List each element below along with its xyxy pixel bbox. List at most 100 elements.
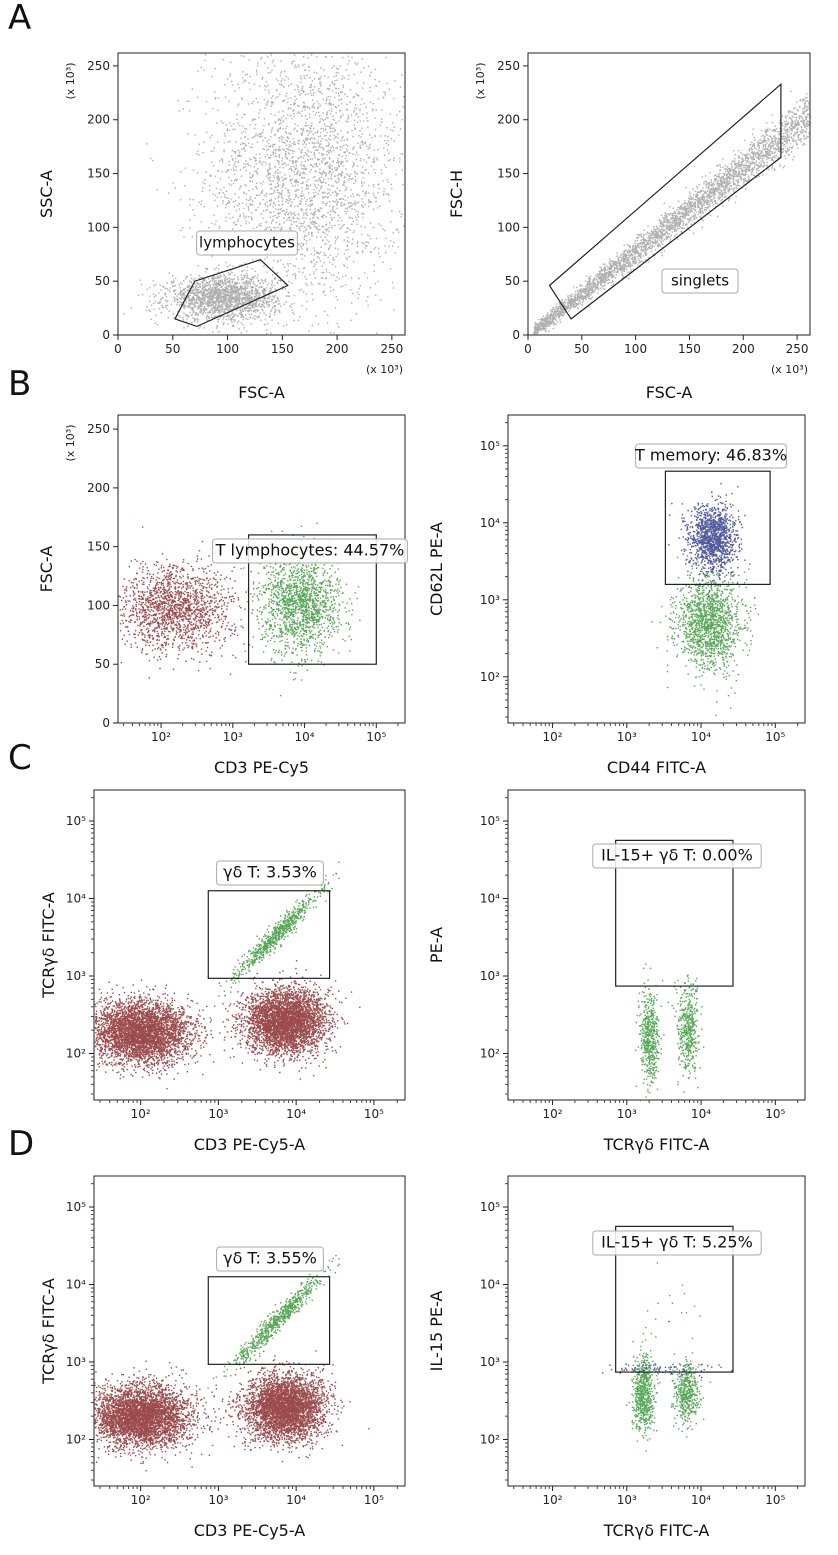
data-point [216, 297, 219, 300]
data-point [371, 108, 374, 110]
data-point [216, 205, 219, 207]
data-point [293, 143, 295, 146]
data-point [373, 158, 375, 161]
data-point [202, 303, 205, 305]
data-point [324, 294, 326, 296]
data-point [183, 306, 185, 308]
data-point [292, 156, 294, 158]
data-point [263, 305, 265, 307]
data-point [353, 164, 355, 167]
data-point [272, 144, 274, 146]
data-point [329, 214, 332, 216]
data-point [250, 302, 252, 305]
data-point [302, 157, 304, 159]
data-point [257, 101, 259, 104]
data-point [579, 284, 581, 286]
data-point [351, 223, 353, 226]
data-point [237, 288, 239, 290]
data-point [366, 234, 369, 236]
data-point [267, 100, 269, 102]
data-point [231, 285, 233, 287]
data-point [239, 310, 241, 312]
data-point [189, 198, 191, 201]
data-point [249, 75, 251, 78]
data-point [227, 303, 229, 305]
data-point [274, 143, 276, 146]
data-point [221, 301, 223, 303]
data-point [239, 282, 241, 284]
data-point [222, 301, 224, 304]
data-point [215, 280, 217, 282]
data-point [680, 230, 682, 233]
data-point [269, 300, 271, 303]
data-point [277, 299, 279, 301]
data-point [322, 98, 325, 101]
data-point [245, 131, 247, 133]
data-point [263, 287, 265, 290]
data-point [360, 147, 362, 149]
data-point [187, 314, 189, 317]
data-point [379, 256, 381, 258]
data-point [271, 103, 273, 105]
data-point [200, 290, 202, 292]
data-point [332, 289, 335, 291]
data-point [288, 153, 291, 155]
data-point [220, 298, 222, 300]
data-point [372, 103, 374, 105]
data-point [302, 223, 305, 225]
data-point [313, 212, 315, 214]
data-point [180, 229, 182, 232]
data-point [310, 84, 312, 87]
data-point [608, 282, 610, 284]
data-point [692, 188, 694, 190]
data-point [366, 154, 368, 156]
data-point [327, 96, 330, 98]
data-point [688, 218, 691, 220]
data-point [225, 290, 228, 292]
data-point [222, 284, 225, 286]
data-point [311, 324, 313, 327]
data-point [274, 97, 277, 99]
data-point [268, 179, 270, 181]
data-point [336, 168, 338, 170]
data-point [316, 142, 318, 144]
data-point [262, 129, 264, 131]
data-point [274, 187, 276, 189]
data-point [374, 117, 377, 119]
data-point [196, 299, 198, 301]
data-point [226, 308, 228, 311]
data-point [219, 282, 221, 284]
data-point [264, 288, 266, 291]
data-point [738, 161, 740, 163]
data-point [255, 209, 258, 211]
data-point [212, 301, 215, 303]
data-point [323, 135, 326, 137]
data-point [373, 149, 376, 151]
data-point [212, 298, 214, 300]
data-point [296, 84, 298, 87]
data-point [329, 128, 331, 130]
data-point [301, 161, 303, 163]
data-point [255, 290, 258, 292]
data-point [235, 223, 238, 226]
data-point [241, 298, 243, 300]
data-point [196, 294, 198, 296]
data-point [322, 215, 324, 217]
data-point [330, 225, 333, 227]
data-point [333, 134, 335, 137]
data-point [351, 208, 353, 210]
data-point [192, 303, 195, 305]
data-point [288, 144, 291, 146]
data-point [290, 204, 292, 206]
data-point [306, 214, 308, 216]
data-point [229, 303, 231, 305]
data-point [177, 100, 179, 102]
data-point [329, 95, 332, 98]
data-point [315, 269, 317, 271]
data-point [348, 241, 350, 243]
data-point [202, 280, 204, 282]
data-point [203, 327, 206, 329]
data-point [711, 185, 714, 187]
data-point [344, 199, 347, 201]
data-point [221, 300, 223, 302]
